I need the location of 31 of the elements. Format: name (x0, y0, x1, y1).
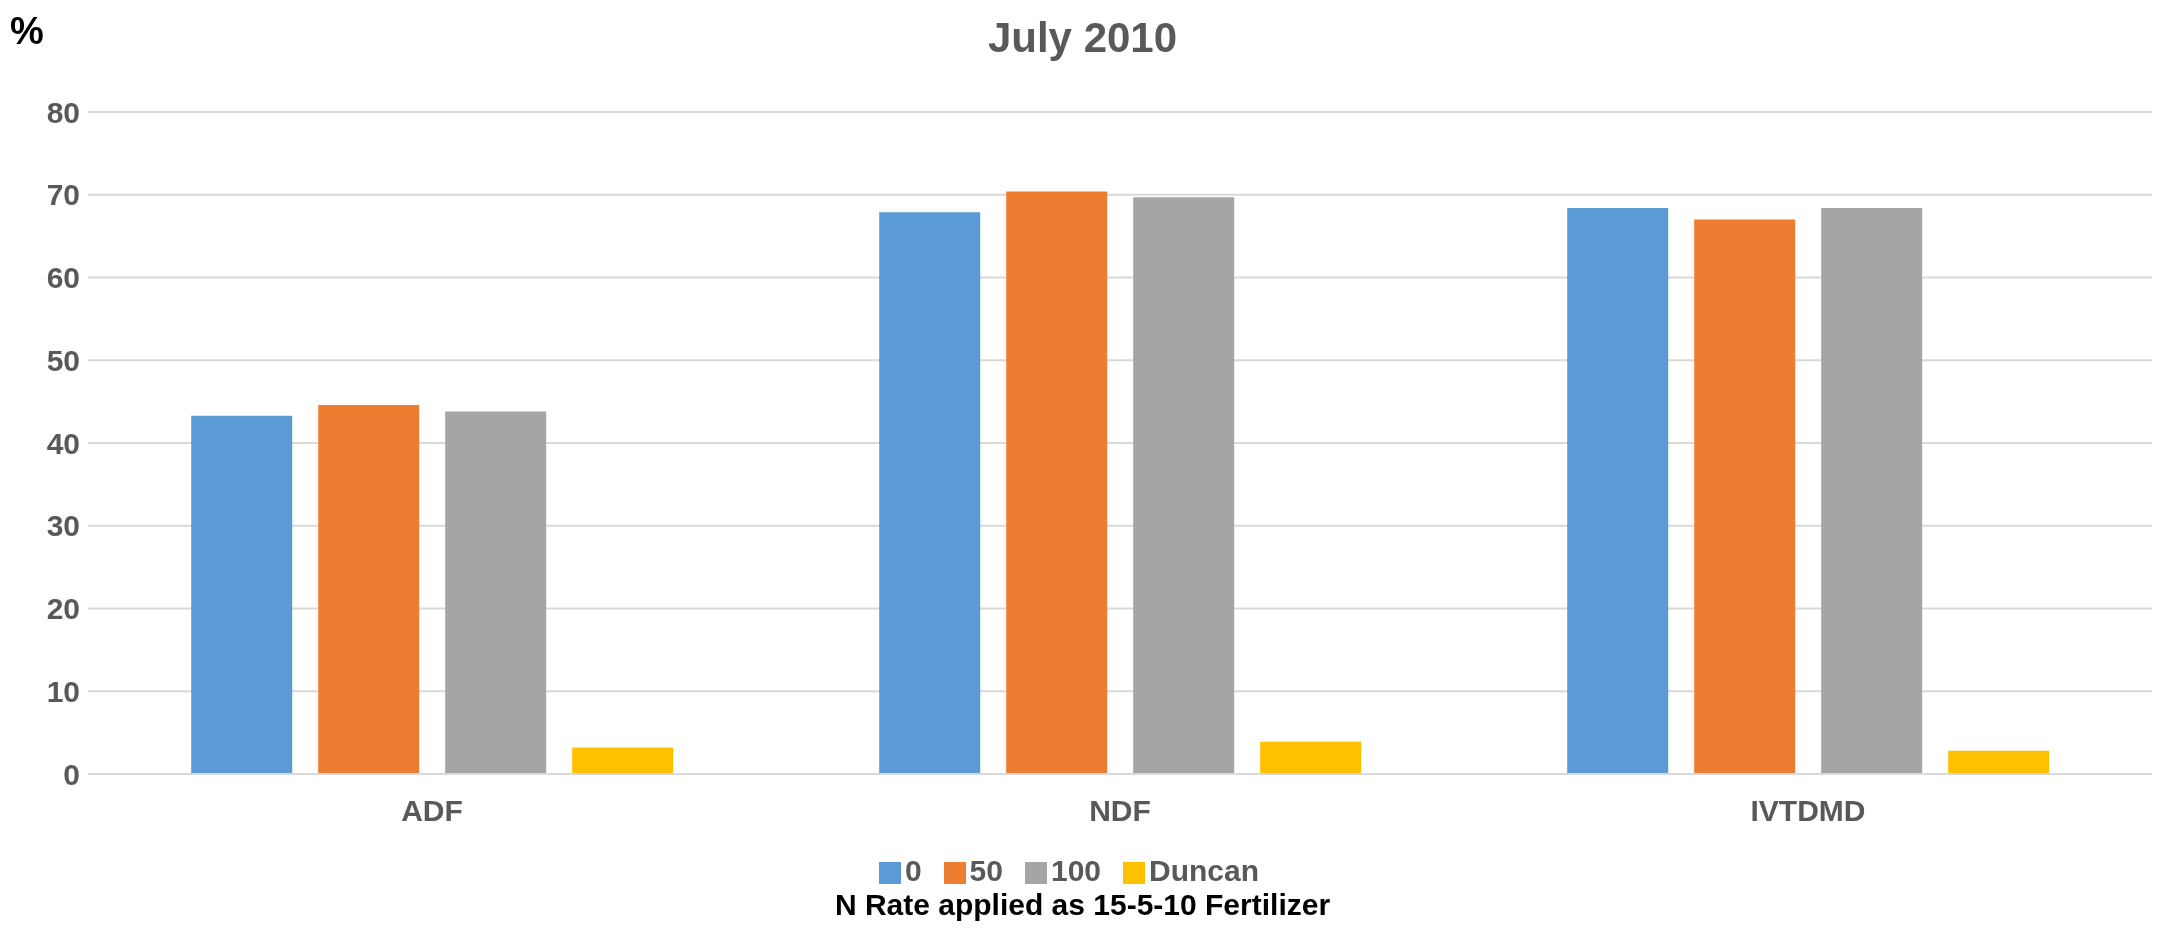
bar (1694, 219, 1796, 774)
bar (1006, 191, 1108, 774)
y-tick-label: 10 (46, 674, 80, 708)
bar (1260, 741, 1362, 774)
y-tick-label: 40 (46, 426, 80, 460)
legend-label: 50 (969, 854, 1003, 887)
legend-label: Duncan (1149, 854, 1260, 887)
y-tick-label: 70 (46, 178, 80, 212)
bar (879, 212, 981, 774)
bar (445, 411, 547, 774)
x-tick-label: NDF (1089, 794, 1151, 828)
legend-label: 100 (1050, 854, 1102, 887)
legend-label: 0 (904, 854, 922, 887)
bar (191, 415, 293, 774)
chart-title: July 2010 (987, 14, 1178, 61)
y-tick-label: 60 (46, 261, 80, 295)
y-tick-label: 50 (46, 343, 80, 377)
bar (1948, 750, 2050, 774)
y-tick-label: 30 (46, 509, 80, 543)
bar (1133, 197, 1235, 774)
x-tick-label: IVTDMD (1750, 794, 1866, 828)
bar (318, 404, 420, 774)
x-tick-label: ADF (401, 794, 463, 828)
x-axis-title: N Rate applied as 15-5-10 Fertilizer (833, 888, 1332, 922)
bar (1567, 207, 1669, 774)
y-axis-title: % (10, 10, 44, 53)
y-tick-label: 80 (46, 95, 80, 129)
y-tick-label: 20 (46, 592, 80, 626)
bar (1821, 207, 1923, 774)
bar (572, 747, 674, 774)
y-tick-label: 0 (63, 757, 80, 791)
